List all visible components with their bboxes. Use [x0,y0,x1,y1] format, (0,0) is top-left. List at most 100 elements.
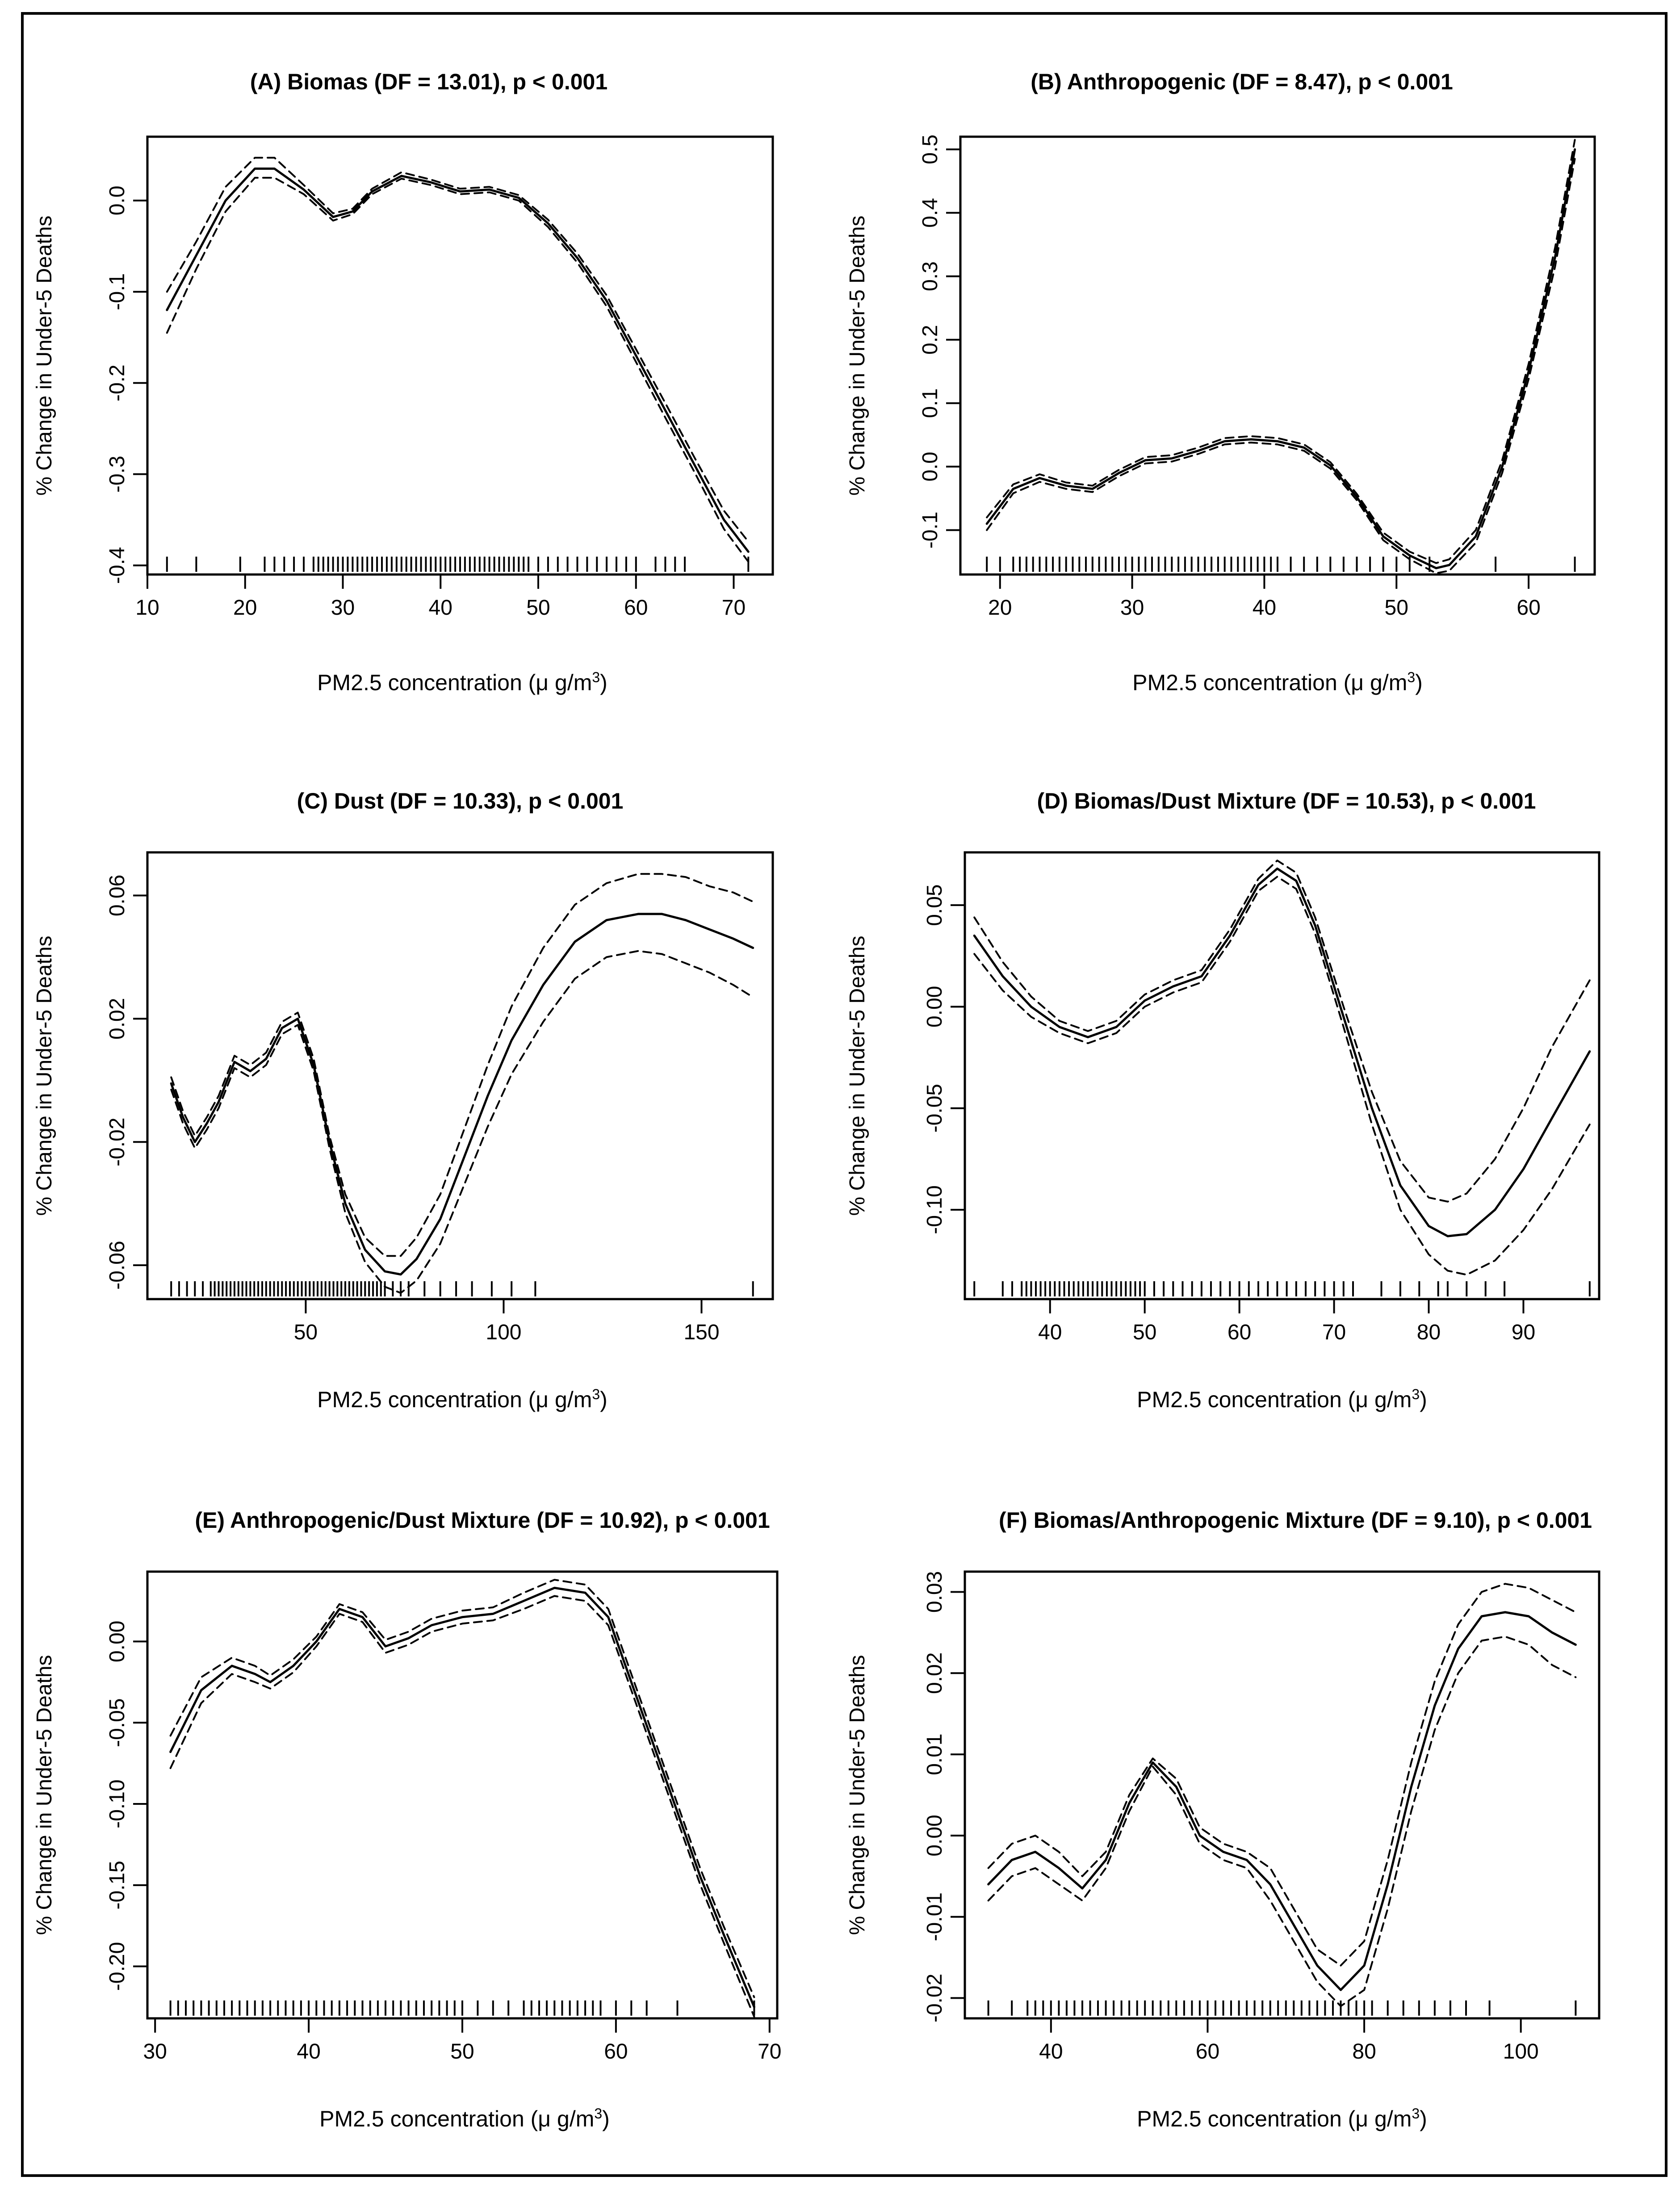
y-tick-label: 0.02 [105,998,129,1040]
y-tick-label: 0.1 [918,388,942,418]
y-tick-label: 0.02 [923,1652,947,1694]
y-tick-label: -0.1 [105,273,129,310]
y-tick-label: 0.3 [918,261,942,291]
y-axis-label: % Change in Under-5 Deaths [33,935,56,1216]
y-tick-label: -0.3 [105,456,129,493]
y-tick-label: 0.5 [918,134,942,164]
estimate-curve [170,913,754,1276]
x-tick-label: 50 [1385,596,1408,620]
y-axis-label: % Change in Under-5 Deaths [33,215,56,495]
upper-ci-curve [170,873,754,1257]
y-tick-label: -0.10 [105,1779,129,1828]
estimate-curve [985,148,1576,570]
x-tick-label: 40 [429,596,452,620]
y-tick-label: 0.2 [918,325,942,355]
y-tick-label: -0.06 [105,1241,129,1289]
y-tick-label: -0.10 [923,1185,947,1234]
x-tick-label: 60 [1228,1321,1251,1344]
lower-ci-curve [166,176,750,563]
y-axis-label: % Change in Under-5 Deaths [846,215,869,495]
x-tick-label: 70 [758,2040,781,2063]
y-tick-label: 0.00 [105,1621,129,1662]
x-tick-label: 60 [1517,596,1540,620]
x-tick-label: 70 [1322,1321,1346,1344]
x-tick-label: 90 [1512,1321,1535,1344]
x-tick-label: 70 [722,596,746,620]
y-tick-label: -0.05 [105,1698,129,1747]
x-tick-label: 80 [1352,2040,1376,2063]
x-tick-label: 40 [1039,2040,1063,2063]
y-tick-label: 0.00 [923,1815,947,1856]
y-axis-label: % Change in Under-5 Deaths [846,1655,869,1935]
x-tick-label: 100 [486,1321,521,1344]
lower-ci-curve [987,1635,1577,2007]
panel-d: (D) Biomas/Dust Mixture (DF = 10.53), p … [846,788,1600,1412]
y-tick-label: -0.4 [105,547,129,584]
x-tick-label: 60 [1196,2040,1219,2063]
figure-border [21,12,1667,2177]
x-tick-label: 60 [604,2040,628,2063]
y-tick-label: -0.02 [105,1118,129,1166]
estimate-curve [973,867,1591,1237]
y-tick-label: -0.1 [918,512,942,549]
y-tick-label: 0.05 [923,884,947,926]
lower-ci-curve [169,1595,755,2018]
x-tick-label: 30 [331,596,355,620]
y-axis-label: % Change in Under-5 Deaths [33,1655,56,1935]
x-tick-label: 20 [988,596,1012,620]
x-tick-label: 10 [135,596,159,620]
x-axis-label: PM2.5 concentration (μ g/m3) [1137,2105,1427,2131]
x-axis-label: PM2.5 concentration (μ g/m3) [317,669,607,695]
x-axis-label: PM2.5 concentration (μ g/m3) [1132,669,1423,695]
estimate-curve [169,1586,755,2008]
panel-title: (A) Biomas (DF = 13.01), p < 0.001 [250,69,607,94]
x-axis-label: PM2.5 concentration (μ g/m3) [319,2105,610,2131]
y-tick-label: -0.02 [923,1974,947,2022]
x-axis-label: PM2.5 concentration (μ g/m3) [1137,1386,1427,1412]
y-tick-label: 0.4 [918,198,942,228]
y-axis-label: % Change in Under-5 Deaths [846,935,869,1216]
x-tick-label: 80 [1417,1321,1441,1344]
x-tick-label: 50 [450,2040,474,2063]
upper-ci-curve [987,1583,1577,1967]
x-tick-label: 30 [143,2040,167,2063]
x-tick-label: 60 [624,596,648,620]
upper-ci-curve [973,860,1591,1203]
x-tick-label: 40 [1253,596,1276,620]
y-tick-label: -0.20 [105,1942,129,1991]
upper-ci-curve [986,139,1576,564]
lower-ci-curve [973,876,1591,1276]
y-tick-label: 0.03 [923,1571,947,1613]
x-axis-label: PM2.5 concentration (μ g/m3) [317,1386,607,1412]
x-tick-label: 30 [1120,596,1144,620]
y-tick-label: -0.2 [105,365,129,402]
upper-ci-curve [166,157,750,543]
panel-title: (E) Anthropogenic/Dust Mixture (DF = 10.… [195,1508,770,1533]
y-tick-label: 0.00 [923,986,947,1027]
upper-ci-curve [169,1579,755,1998]
x-tick-label: 50 [526,596,550,620]
x-tick-label: 20 [233,596,257,620]
panel-b: (B) Anthropogenic (DF = 8.47), p < 0.001… [846,69,1596,695]
y-tick-label: -0.01 [923,1892,947,1941]
x-tick-label: 40 [297,2040,320,2063]
x-tick-label: 150 [683,1321,719,1344]
panel-title: (D) Biomas/Dust Mixture (DF = 10.53), p … [1037,788,1536,814]
x-tick-label: 50 [1133,1321,1156,1344]
estimate-curve [166,168,750,553]
y-tick-label: 0.01 [923,1733,947,1775]
y-tick-label: 0.0 [918,452,942,482]
y-tick-label: -0.05 [923,1084,947,1132]
x-tick-label: 50 [294,1321,318,1344]
panel-a: (A) Biomas (DF = 13.01), p < 0.001 10 20 3… [33,69,774,695]
panel-e: (E) Anthropogenic/Dust Mixture (DF = 10.… [33,1508,782,2131]
panel-f: (F) Biomas/Anthropogenic Mixture (DF = 9… [846,1508,1600,2131]
panel-title: (C) Dust (DF = 10.33), p < 0.001 [297,788,624,814]
panel-title: (B) Anthropogenic (DF = 8.47), p < 0.001 [1031,69,1453,94]
y-tick-label: -0.15 [105,1861,129,1909]
x-tick-label: 40 [1038,1321,1062,1344]
estimate-curve [987,1611,1577,1991]
y-tick-label: 0.06 [105,875,129,916]
